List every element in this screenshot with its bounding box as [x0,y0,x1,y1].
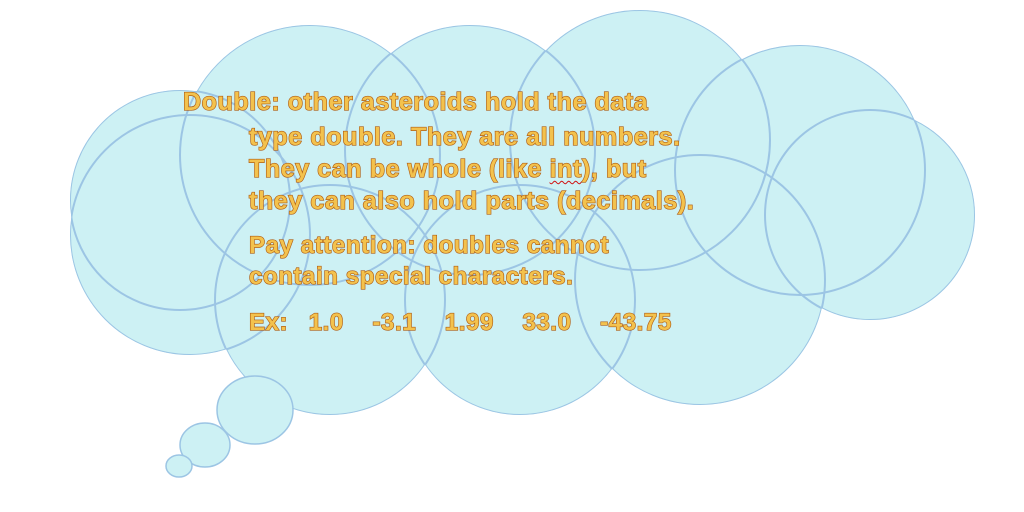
example-value: -43.75 [600,309,672,336]
example-value: 1.99 [444,309,494,336]
examples-line: Ex: 1.0 -3.1 1.99 33.0 -43.75 [248,309,672,336]
data-type-heading: Double: [182,88,281,116]
thought-bubble-large [216,375,294,445]
examples-label: Ex: [248,309,289,336]
example-value: 1.0 [308,309,344,336]
description-line-3: They can be whole (like int), but [248,155,647,183]
example-value: 33.0 [522,309,572,336]
spellcheck-flagged-word[interactable]: int [549,155,582,183]
note-line-1: Pay attention: doubles cannot [248,232,610,259]
description-line-4: they can also hold parts (decimals). [248,187,695,215]
description-text-3a: They can be whole (like [248,155,550,183]
description-text-1: other asteroids hold the data [287,88,649,116]
example-value: -3.1 [372,309,417,336]
note-line-2: contain special characters. [248,263,574,290]
thought-bubble-medium [179,422,231,468]
description-line-2: type double. They are all numbers. [248,123,681,151]
description-line-1: Double: other asteroids hold the data [182,88,649,116]
description-text-3b: ), but [581,155,647,183]
thought-bubble-small [165,454,193,478]
